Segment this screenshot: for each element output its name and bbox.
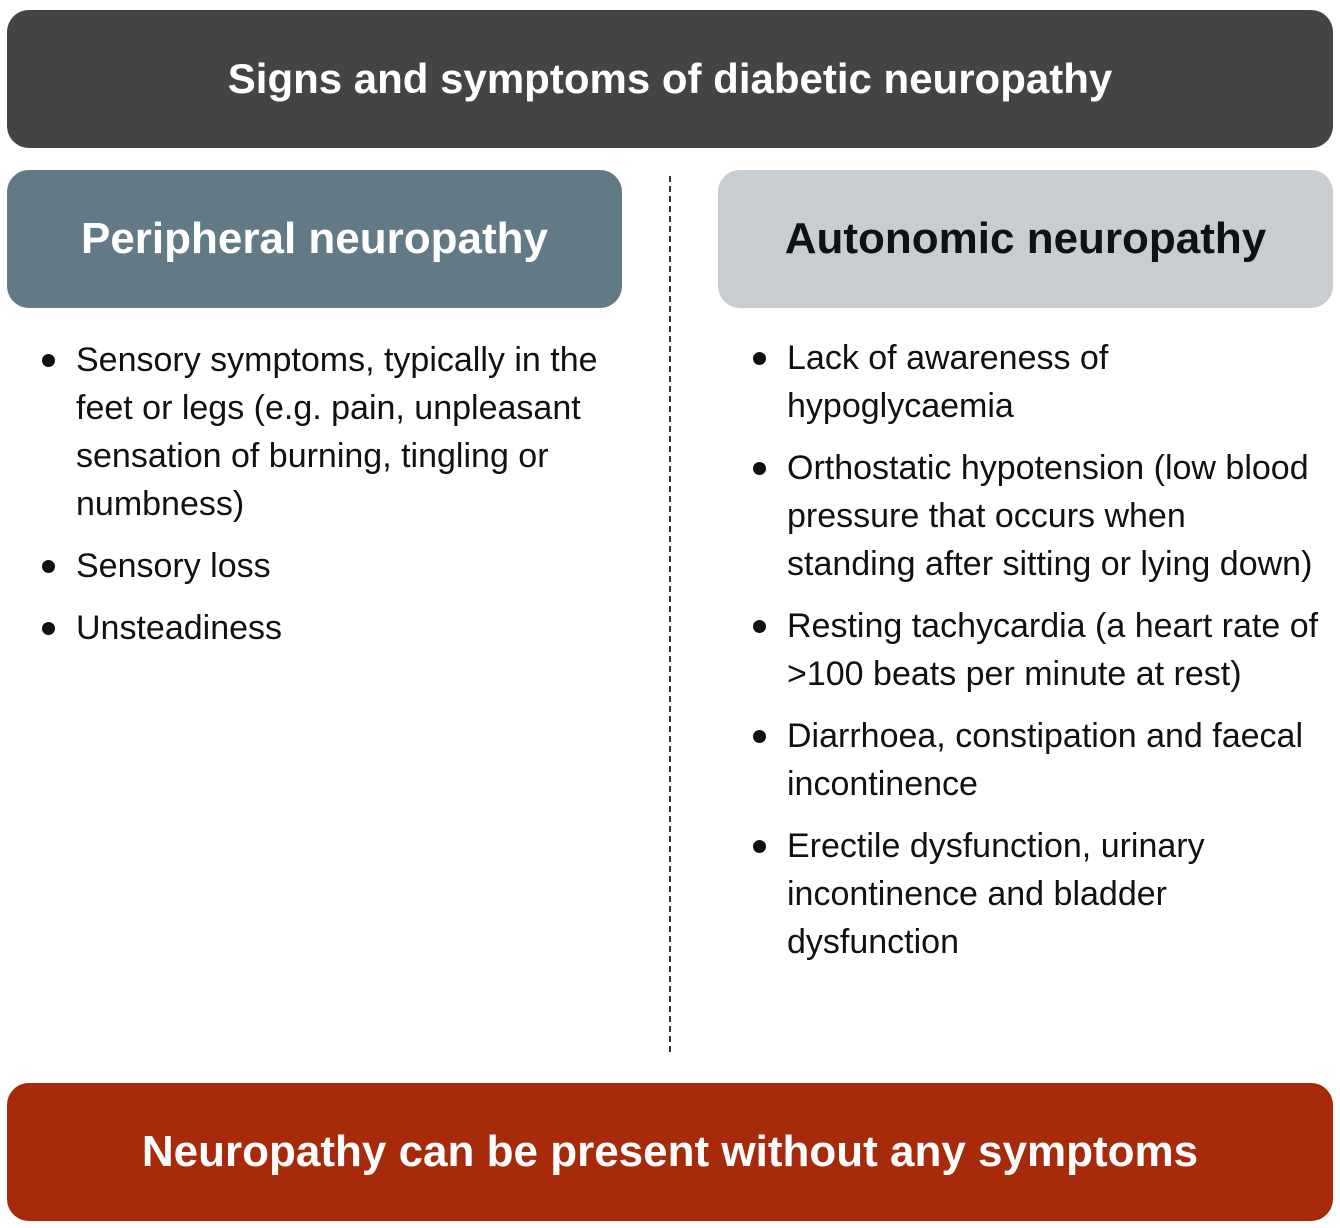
bullet-icon: [42, 622, 55, 635]
bullet-icon: [753, 840, 766, 853]
peripheral-heading: Peripheral neuropathy: [80, 214, 548, 263]
footer-banner: Neuropathy can be present without any sy…: [7, 1083, 1333, 1221]
list-item: Resting tachycardia (a heart rate of >10…: [753, 602, 1323, 698]
bullet-icon: [753, 620, 766, 633]
list-item: Diarrhoea, constipation and faecal incon…: [753, 712, 1323, 808]
footer-text: Neuropathy can be present without any sy…: [141, 1127, 1199, 1176]
peripheral-symptom-list: Sensory symptoms, typically in the feet …: [42, 336, 632, 666]
symptom-text: Resting tachycardia (a heart rate of >10…: [787, 607, 1319, 693]
list-item: Orthostatic hypotension (low blood press…: [753, 444, 1323, 588]
bullet-icon: [42, 560, 55, 573]
symptom-text: Erectile dysfunction, urinary incontinen…: [787, 827, 1205, 961]
column-divider: [669, 176, 671, 1052]
list-item: Erectile dysfunction, urinary incontinen…: [753, 822, 1323, 966]
list-item: Lack of awareness of hypoglycaemia: [753, 334, 1323, 430]
autonomic-symptom-list: Lack of awareness of hypoglycaemia Ortho…: [753, 334, 1323, 980]
list-item: Unsteadiness: [42, 604, 632, 652]
title-banner: Signs and symptoms of diabetic neuropath…: [7, 10, 1333, 148]
symptom-text: Diarrhoea, constipation and faecal incon…: [787, 717, 1303, 803]
bullet-icon: [753, 352, 766, 365]
bullet-icon: [753, 462, 766, 475]
symptom-text: Sensory loss: [76, 547, 271, 585]
list-item: Sensory symptoms, typically in the feet …: [42, 336, 632, 528]
symptom-text: Orthostatic hypotension (low blood press…: [787, 449, 1313, 583]
bullet-icon: [753, 730, 766, 743]
peripheral-header: Peripheral neuropathy: [7, 170, 622, 308]
autonomic-header: Autonomic neuropathy: [718, 170, 1333, 308]
bullet-icon: [42, 354, 55, 367]
autonomic-heading: Autonomic neuropathy: [784, 214, 1267, 263]
symptom-text: Lack of awareness of hypoglycaemia: [787, 339, 1109, 425]
symptom-text: Sensory symptoms, typically in the feet …: [76, 341, 598, 523]
diagram-title: Signs and symptoms of diabetic neuropath…: [227, 55, 1113, 102]
list-item: Sensory loss: [42, 542, 632, 590]
symptom-text: Unsteadiness: [76, 609, 283, 647]
